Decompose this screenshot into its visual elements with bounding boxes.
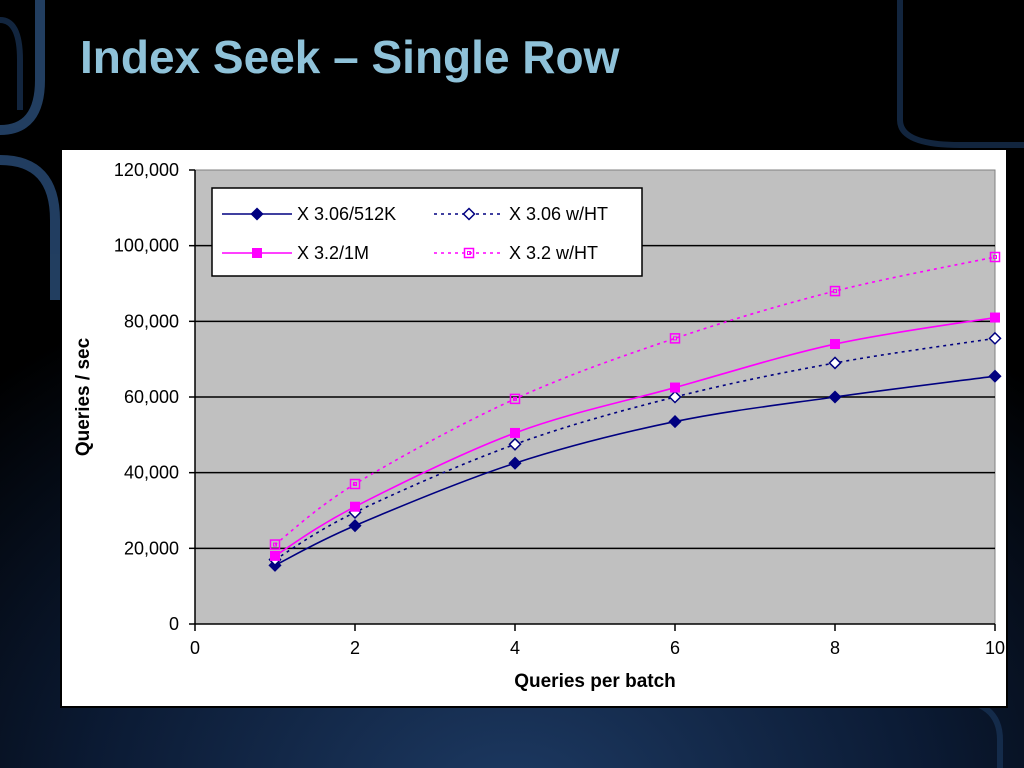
y-tick-label: 20,000: [124, 538, 179, 558]
y-tick-label: 80,000: [124, 311, 179, 331]
slide-title: Index Seek – Single Row: [80, 31, 620, 83]
y-axis-title: Queries / sec: [73, 337, 94, 456]
y-tick-label: 60,000: [124, 387, 179, 407]
y-tick-label: 120,000: [114, 160, 179, 180]
data-point-s4-5-inner: [833, 289, 837, 294]
data-point-s4-6-inner: [993, 255, 997, 260]
x-tick-label: 0: [190, 638, 200, 658]
y-tick-label: 100,000: [114, 236, 179, 256]
legend-marker-3: [252, 248, 262, 258]
data-point-s3-3: [510, 427, 520, 438]
data-point-s1-4: [668, 415, 682, 429]
data-point-s2-6: [988, 331, 1002, 345]
data-point-s4-1: [269, 539, 281, 550]
data-point-s4-6: [989, 251, 1001, 263]
data-point-s1-2: [348, 519, 362, 533]
data-point-s2-5: [828, 356, 842, 370]
legend-marker-4: [463, 247, 475, 259]
data-point-s4-4-inner: [673, 336, 677, 341]
data-point-s4-2-inner: [353, 482, 357, 487]
x-tick-label: 8: [830, 638, 840, 658]
x-tick-label: 6: [670, 638, 680, 658]
x-axis-title: Queries per batch: [514, 671, 676, 692]
data-point-s1-5: [828, 390, 842, 404]
data-point-s3-5: [830, 339, 840, 350]
data-point-s1-3: [508, 456, 522, 470]
data-point-s4-5: [829, 285, 841, 297]
data-point-s4-1-inner: [273, 542, 277, 547]
data-point-s3-6: [990, 312, 1000, 323]
data-point-s4-3: [509, 393, 521, 405]
data-point-s3-4: [670, 382, 680, 393]
legend-label-4: X 3.2 w/HT: [509, 243, 598, 263]
data-point-s4-2: [349, 478, 361, 490]
data-point-s3-2: [350, 501, 360, 512]
y-tick-label: 40,000: [124, 463, 179, 483]
line-chart: 0 20,000 40,000 60,000 80,000 100,000 120,000 0…: [73, 160, 1005, 692]
data-point-s4-3-inner: [513, 396, 517, 401]
data-point-s2-3: [508, 437, 522, 451]
x-tick-label: 2: [350, 638, 360, 658]
data-point-s3-1: [270, 550, 280, 561]
legend-label-3: X 3.2/1M: [297, 243, 369, 263]
x-tick-label: 4: [510, 638, 520, 658]
legend-marker-2: [462, 207, 476, 221]
legend-marker-1: [250, 207, 264, 221]
legend-label-2: X 3.06 w/HT: [509, 204, 608, 224]
legend-marker-4-inner: [467, 251, 471, 255]
legend: [211, 187, 643, 277]
data-point-s2-4: [668, 390, 682, 404]
y-tick-label: 0: [169, 614, 179, 634]
legend-label-1: X 3.06/512K: [297, 204, 396, 224]
series-line-4: [274, 256, 996, 546]
data-point-s4-4: [669, 333, 681, 344]
chart-frame: 0 20,000 40,000 60,000 80,000 100,000 120,000 0…: [60, 148, 1008, 708]
x-tick-label: 10: [985, 638, 1005, 658]
data-point-s1-6: [988, 369, 1002, 383]
